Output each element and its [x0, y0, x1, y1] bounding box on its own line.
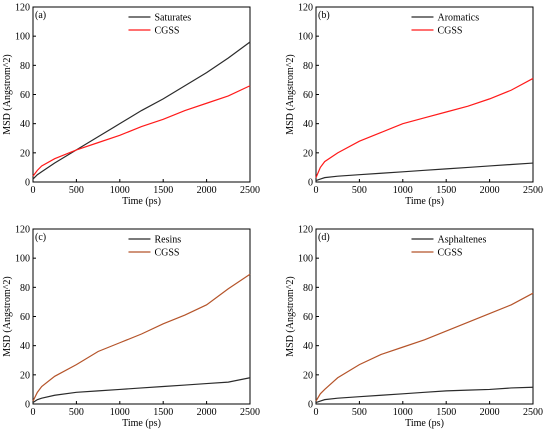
plot-frame	[32, 228, 251, 405]
chart-panel-4: 0 500 1000 1500 2000 2500 0 20 40 60 80 100 120 Time …	[285, 225, 543, 430]
x-tick-label: 500	[69, 185, 84, 196]
y-tick-label: 120	[298, 225, 313, 236]
x-tick-label: 0	[31, 407, 36, 418]
x-tick-label: 2500	[523, 185, 543, 196]
x-tick-label: 0	[314, 407, 319, 418]
legend-entry: CGSS	[154, 26, 179, 37]
y-tick-label: 100	[15, 32, 30, 43]
series-line-1	[315, 386, 534, 404]
x-tick-label: 0	[31, 185, 36, 196]
y-axis-label: MSD (Angstrom^2)	[2, 276, 13, 357]
y-tick-label: 20	[20, 370, 30, 381]
series-line-2	[32, 85, 251, 177]
series-line-2	[315, 77, 534, 178]
x-tick-label: 2000	[480, 407, 500, 418]
y-tick-label: 0	[308, 178, 313, 189]
x-tick-label: 1000	[393, 185, 413, 196]
y-tick-label: 100	[298, 32, 313, 43]
y-tick-label: 120	[15, 225, 30, 236]
y-tick-label: 60	[20, 90, 30, 101]
x-tick-label: 2500	[240, 185, 260, 196]
series-line-1	[32, 41, 251, 180]
y-tick-label: 0	[25, 400, 30, 411]
panel-label: (b)	[318, 10, 330, 21]
y-tick-label: 80	[20, 283, 30, 294]
legend-entry: CGSS	[154, 248, 179, 259]
x-tick-label: 1500	[153, 185, 173, 196]
x-tick-label: 500	[352, 407, 367, 418]
series-line-2	[32, 273, 251, 402]
y-tick-label: 40	[303, 119, 313, 130]
series-line-1	[315, 162, 534, 182]
y-tick-label: 120	[298, 3, 313, 14]
legend-entry: CGSS	[437, 248, 462, 259]
y-tick-label: 100	[15, 254, 30, 265]
legend-entry: Resins	[154, 235, 181, 246]
x-tick-label: 1000	[110, 185, 130, 196]
panel-label: (c)	[35, 232, 46, 243]
panel-label: (a)	[35, 10, 46, 21]
panel-label: (d)	[318, 232, 330, 243]
y-tick-label: 20	[303, 370, 313, 381]
chart-panel-1: 0 500 1000 1500 2000 2500 0 20 40 60 80 100 120 Time …	[2, 3, 260, 208]
y-tick-label: 20	[303, 148, 313, 159]
y-tick-label: 100	[298, 254, 313, 265]
y-tick-label: 60	[20, 312, 30, 323]
x-tick-label: 500	[352, 185, 367, 196]
legend-entry: Asphaltenes	[437, 235, 486, 246]
plot-frame	[32, 6, 251, 183]
x-tick-label: 1500	[436, 185, 456, 196]
y-tick-label: 80	[303, 283, 313, 294]
x-tick-label: 2000	[197, 407, 217, 418]
legend-entry: CGSS	[437, 26, 462, 37]
y-axis-label: MSD (Angstrom^2)	[2, 54, 13, 135]
y-tick-label: 40	[20, 341, 30, 352]
chart-panel-2: 0 500 1000 1500 2000 2500 0 20 40 60 80 100 120 Time …	[285, 3, 543, 208]
y-tick-label: 80	[303, 61, 313, 72]
x-tick-label: 2500	[240, 407, 260, 418]
x-axis-label: Time (ps)	[122, 196, 161, 207]
y-tick-label: 40	[20, 119, 30, 130]
x-tick-label: 1000	[110, 407, 130, 418]
plot-frame	[315, 228, 534, 405]
y-tick-label: 40	[303, 341, 313, 352]
y-tick-label: 0	[25, 178, 30, 189]
x-tick-label: 500	[69, 407, 84, 418]
chart-panel-3: 0 500 1000 1500 2000 2500 0 20 40 60 80 100 120 Time …	[2, 225, 260, 430]
x-tick-label: 1000	[393, 407, 413, 418]
x-axis-label: Time (ps)	[405, 418, 444, 429]
x-tick-label: 2000	[480, 185, 500, 196]
series-line-2	[315, 292, 534, 402]
x-axis-label: Time (ps)	[405, 196, 444, 207]
y-tick-label: 0	[308, 400, 313, 411]
y-tick-label: 60	[303, 312, 313, 323]
x-tick-label: 2500	[523, 407, 543, 418]
y-axis-label: MSD (Angstrom^2)	[285, 54, 296, 135]
y-tick-label: 60	[303, 90, 313, 101]
y-tick-label: 120	[15, 3, 30, 14]
y-tick-label: 20	[20, 148, 30, 159]
series-line-1	[32, 377, 251, 404]
legend-entry: Aromatics	[437, 13, 479, 24]
legend-entry: Saturates	[154, 13, 191, 24]
x-tick-label: 2000	[197, 185, 217, 196]
x-axis-label: Time (ps)	[122, 418, 161, 429]
x-tick-label: 0	[314, 185, 319, 196]
y-tick-label: 80	[20, 61, 30, 72]
x-tick-label: 1500	[153, 407, 173, 418]
x-tick-label: 1500	[436, 407, 456, 418]
y-axis-label: MSD (Angstrom^2)	[285, 276, 296, 357]
